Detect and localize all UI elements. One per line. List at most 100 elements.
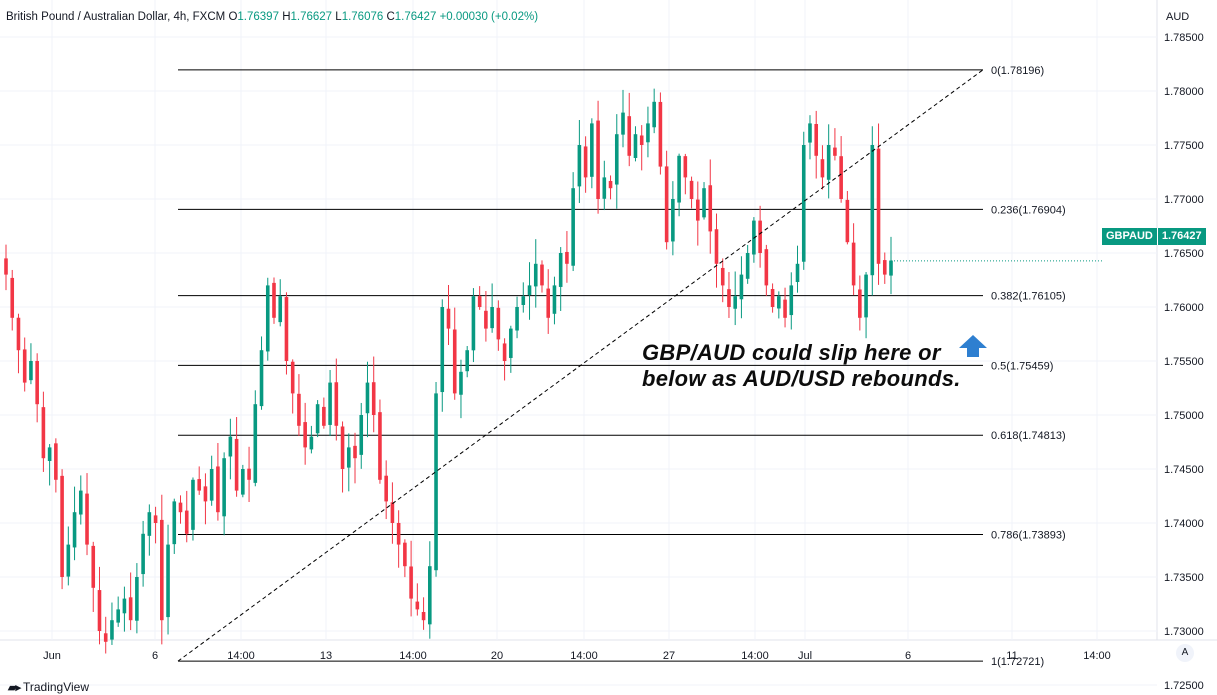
candle-body <box>72 512 77 548</box>
candle <box>166 524 170 635</box>
candle <box>259 336 264 410</box>
candle-body <box>371 382 376 415</box>
candle <box>346 433 351 492</box>
candle <box>858 275 862 331</box>
candle-body <box>247 468 251 480</box>
candle <box>845 190 850 245</box>
candle-body <box>777 296 781 309</box>
candle-body <box>390 502 395 523</box>
candle <box>527 262 532 320</box>
candle <box>209 455 214 506</box>
x-tick-label: 6 <box>905 650 911 662</box>
candle-body <box>882 260 887 275</box>
y-tick-label: 1.72500 <box>1164 680 1204 692</box>
symbol-legend: British Pound / Australian Dollar, 4h, F… <box>6 11 538 23</box>
candle <box>801 131 806 270</box>
candle-body <box>839 156 843 199</box>
candle <box>546 269 551 334</box>
candle <box>577 119 582 204</box>
candle-body <box>571 188 575 266</box>
y-tick-label: 1.75500 <box>1164 356 1204 368</box>
candle <box>290 359 295 414</box>
candle <box>739 256 744 319</box>
low-value: 1.76076 <box>341 11 384 23</box>
candle <box>583 136 588 193</box>
candle-body <box>384 475 388 502</box>
candle-body <box>664 166 669 243</box>
candle-body <box>35 361 39 405</box>
candle-body <box>322 406 326 426</box>
candle-body <box>47 447 52 461</box>
candle-body <box>577 145 582 187</box>
candle-body <box>527 285 532 296</box>
candle-body <box>702 188 706 218</box>
candle <box>116 596 120 627</box>
candle <box>502 338 507 381</box>
candle <box>153 506 158 544</box>
candle-body <box>864 274 868 318</box>
candle-body <box>346 447 351 468</box>
candle <box>66 526 71 586</box>
price-tag-symbol: GBPAUD <box>1102 228 1157 245</box>
candle-body <box>465 350 469 372</box>
candle-body <box>889 260 893 276</box>
candle <box>484 291 488 342</box>
candle-body <box>814 123 819 156</box>
auto-scale-button[interactable]: A <box>1176 644 1194 662</box>
brand-label: TradingView <box>22 680 90 694</box>
candle <box>359 402 364 469</box>
candle-body <box>533 263 538 287</box>
fib-level-label: 1(1.72721) <box>991 656 1044 668</box>
y-tick-label: 1.74000 <box>1164 518 1204 530</box>
x-tick-label: 14:00 <box>227 650 255 662</box>
candle <box>35 353 39 423</box>
candle <box>365 361 370 438</box>
candle-body <box>602 177 607 199</box>
candle-body <box>658 101 663 167</box>
candle-body <box>851 242 856 286</box>
x-tick-label: 14:00 <box>399 650 427 662</box>
candle <box>415 583 420 616</box>
candle-body <box>808 123 812 143</box>
candle-body <box>147 512 152 536</box>
candle <box>4 244 8 291</box>
candle <box>851 223 856 296</box>
candle-body <box>228 436 233 457</box>
candle-body <box>639 135 644 145</box>
candle-body <box>66 544 71 577</box>
candle <box>826 124 831 199</box>
candle-body <box>502 343 507 361</box>
candle-body <box>552 285 557 314</box>
candle-body <box>764 249 769 286</box>
candle-body <box>297 393 301 426</box>
candle <box>110 602 114 645</box>
x-tick-label: 27 <box>663 650 675 662</box>
candle-body <box>683 156 688 178</box>
candle <box>378 399 382 484</box>
candle <box>652 88 656 134</box>
x-tick-label: 20 <box>491 650 503 662</box>
candle-body <box>315 404 320 434</box>
candle-body <box>359 415 364 455</box>
candle-body <box>403 542 407 567</box>
open-label: O <box>228 11 238 23</box>
candle <box>353 432 357 484</box>
candle-body <box>677 155 681 203</box>
candle-body <box>91 545 96 588</box>
candle <box>54 438 58 493</box>
y-tick-label: 1.77000 <box>1164 194 1204 206</box>
candle <box>820 145 825 190</box>
candle <box>565 231 569 283</box>
candle-body <box>733 296 737 309</box>
candle <box>178 495 183 524</box>
candle-body <box>290 361 295 394</box>
candle <box>689 176 694 209</box>
candle <box>409 540 413 617</box>
candle <box>328 369 332 437</box>
candle <box>184 490 189 543</box>
currency-label: AUD <box>1166 11 1190 23</box>
high-value: 1.76627 <box>290 11 333 23</box>
candle <box>876 123 881 285</box>
annotation-line-2: below as AUD/USD rebounds. <box>642 366 961 391</box>
